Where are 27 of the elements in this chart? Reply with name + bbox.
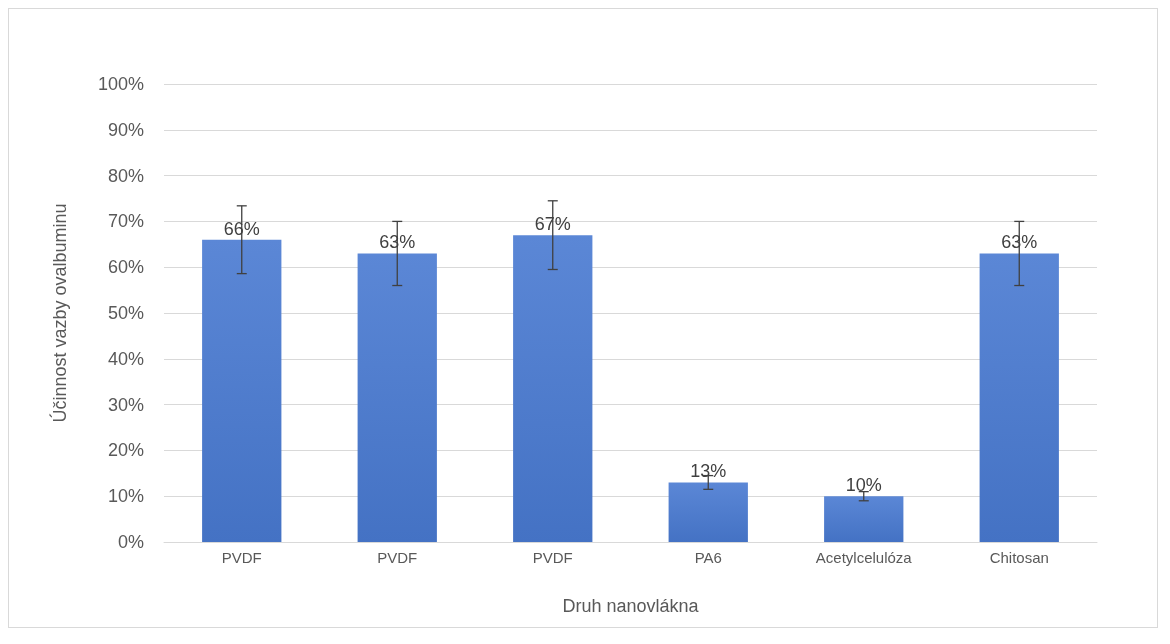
bar (513, 235, 593, 542)
y-tick-label: 0% (117, 532, 144, 552)
x-tick-label: Acetylcelulóza (815, 549, 913, 566)
x-axis-title: Druh nanovlákna (562, 596, 700, 616)
y-axis-title: Účinnost vazby ovalbuminu (49, 203, 70, 423)
y-tick-label: 10% (107, 486, 144, 507)
y-tick-label: 30% (107, 394, 144, 415)
y-tick-label: 90% (107, 119, 144, 140)
y-tick-label: 40% (107, 348, 144, 369)
x-tick-label: Chitosan (989, 549, 1049, 566)
bar (824, 496, 904, 542)
bar (202, 239, 282, 542)
x-tick-label: PVDF (221, 549, 262, 566)
y-tick-label: 100% (97, 74, 144, 94)
x-tick-label: PVDF (377, 549, 418, 566)
y-tick-label: 70% (107, 211, 144, 232)
bar (668, 482, 748, 542)
x-tick-label: PVDF (532, 549, 573, 566)
y-tick-label: 50% (107, 303, 144, 323)
y-tick-label: 20% (107, 440, 144, 461)
data-label: 13% (690, 461, 727, 482)
y-tick-label: 60% (107, 257, 144, 278)
bar (357, 253, 437, 542)
data-label: 10% (845, 475, 882, 496)
bar (979, 253, 1059, 542)
y-tick-label: 80% (107, 165, 144, 186)
x-tick-label: PA6 (694, 549, 722, 566)
